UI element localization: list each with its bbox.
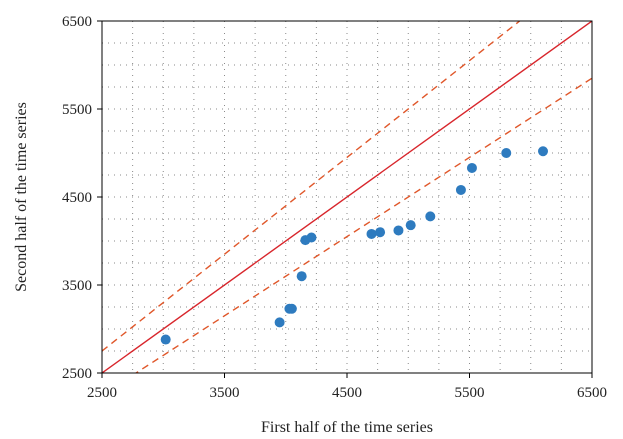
data-point	[160, 334, 171, 345]
x-tick-label: 6500	[577, 385, 607, 401]
x-tick-label: 3500	[210, 385, 240, 401]
tick-labels: 2500 3500 4500 5500 6500 2500 3500 4500 5500 6500	[62, 14, 607, 401]
x-tick-label: 4500	[332, 385, 362, 401]
axis-ticks	[97, 20, 593, 378]
y-tick-label: 5500	[62, 102, 92, 118]
reference-lines	[102, 21, 592, 373]
reference-line-upper	[102, 21, 521, 352]
reference-line-identity	[102, 21, 592, 373]
data-point	[366, 228, 377, 239]
data-point	[425, 211, 436, 222]
data-point	[405, 220, 416, 231]
reference-line-lower	[134, 77, 592, 373]
x-axis-label: First half of the time series	[261, 419, 433, 436]
data-point	[455, 184, 466, 195]
data-point	[501, 148, 512, 158]
data-point	[274, 317, 285, 328]
data-point	[296, 271, 307, 282]
data-point	[375, 227, 386, 238]
y-tick-label: 6500	[62, 14, 92, 30]
y-tick-label: 4500	[62, 190, 92, 206]
y-tick-label: 2500	[62, 366, 92, 382]
y-tick-label: 3500	[62, 278, 92, 294]
x-tick-label: 5500	[455, 385, 485, 401]
x-tick-label: 2500	[87, 385, 117, 401]
data-point	[393, 225, 404, 236]
data-point	[538, 146, 548, 157]
data-point	[306, 232, 317, 243]
data-point	[286, 303, 297, 314]
data-points	[160, 146, 548, 345]
y-axis-label: Second half of the time series	[13, 102, 30, 292]
data-point	[466, 162, 477, 173]
